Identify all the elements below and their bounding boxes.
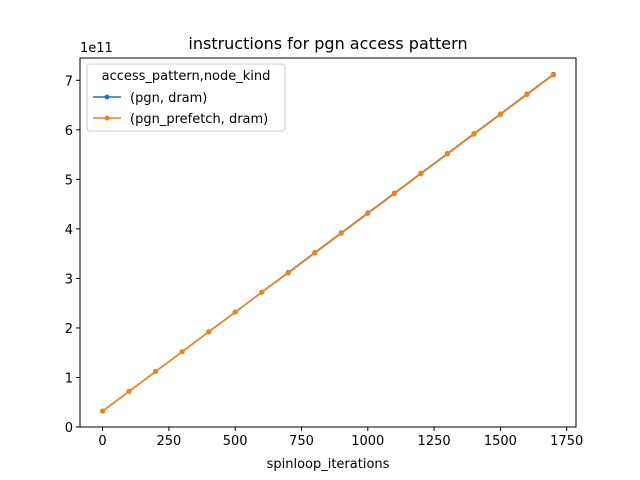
- series-line: [102, 74, 554, 412]
- chart-title: instructions for pgn access pattern: [188, 34, 467, 53]
- x-tick-label: 0: [98, 434, 106, 449]
- y-tick-label: 4: [65, 223, 73, 238]
- axes: 0 250 500 750 1000 1250 1500 1750 0 1 2 3 4 5 6 7: [65, 74, 584, 449]
- legend: access_pattern,node_kind (pgn, dram) (pg…: [86, 63, 286, 132]
- data-point: [126, 388, 132, 394]
- data-point: [338, 230, 344, 236]
- x-tick-label: 1750: [550, 434, 583, 449]
- data-point: [259, 289, 265, 295]
- data-point: [550, 72, 556, 78]
- y-tick-label: 3: [65, 272, 73, 287]
- x-tick-label: 1500: [484, 434, 517, 449]
- legend-title: access_pattern,node_kind: [102, 69, 271, 84]
- data-point: [365, 211, 371, 217]
- data-point: [524, 92, 530, 98]
- data-point: [312, 250, 318, 256]
- x-tick-label: 250: [156, 434, 181, 449]
- y-tick-label: 1: [65, 371, 73, 386]
- y-tick-label: 6: [65, 124, 73, 139]
- x-tick-label: 1250: [418, 434, 451, 449]
- x-axis-label: spinloop_iterations: [267, 457, 390, 472]
- data-point: [471, 131, 477, 137]
- y-tick-label: 7: [65, 74, 73, 89]
- plot-frame: [79, 57, 577, 428]
- data-point: [100, 408, 106, 414]
- y-tick-label: 5: [65, 173, 73, 188]
- data-point: [497, 111, 503, 117]
- data-point: [179, 349, 185, 355]
- data-point: [285, 270, 291, 276]
- x-tick-label: 750: [289, 434, 314, 449]
- y-tick-label: 2: [65, 322, 73, 337]
- y-offset-label: 1e11: [80, 41, 113, 56]
- data-point: [206, 329, 212, 335]
- x-tick-label: 500: [223, 434, 248, 449]
- data-point: [391, 191, 397, 197]
- plot-area: [100, 71, 556, 414]
- legend-label-pgn-dram: (pgn, dram): [130, 91, 207, 106]
- data-point: [232, 309, 238, 315]
- y-tick-label: 0: [65, 421, 73, 436]
- legend-box: [86, 63, 286, 132]
- data-point: [418, 171, 424, 177]
- data-point: [444, 151, 450, 157]
- series-1: [100, 72, 556, 414]
- legend-marker-pgn-dram: [104, 94, 110, 100]
- data-point: [153, 369, 159, 375]
- legend-marker-pgn-prefetch-dram: [104, 115, 110, 121]
- x-tick-label: 1000: [351, 434, 384, 449]
- legend-label-pgn-prefetch-dram: (pgn_prefetch, dram): [130, 112, 268, 127]
